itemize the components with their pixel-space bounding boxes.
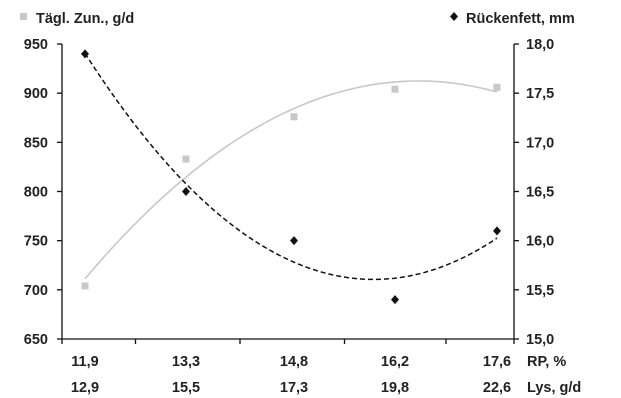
legend-label-daily-gain: Tägl. Zun., g/d bbox=[36, 11, 134, 27]
x-tick-label-lys: 19,8 bbox=[381, 380, 409, 396]
tick-labels: 650 700 750 800 850 900 950 15,0 15,5 16,0 16,5 17,… bbox=[24, 37, 554, 396]
right-tick-label: 15,5 bbox=[526, 283, 554, 299]
x-tick-label-rp: 14,8 bbox=[280, 354, 308, 370]
x-tick-label-lys: 17,3 bbox=[280, 380, 308, 396]
marker-backfat bbox=[182, 187, 190, 196]
right-tick-label: 16,0 bbox=[526, 234, 554, 250]
marker-backfat bbox=[391, 295, 399, 305]
marker-backfat bbox=[81, 49, 89, 59]
right-tick-label: 15,0 bbox=[526, 332, 554, 348]
left-tick-label: 700 bbox=[24, 283, 48, 299]
trendline-backfat bbox=[84, 52, 498, 281]
x-tick-label-rp: 11,9 bbox=[71, 354, 98, 370]
legend-marker-daily-gain bbox=[20, 13, 27, 20]
marker-backfat bbox=[493, 226, 501, 236]
x-tick-label-lys: 12,9 bbox=[71, 380, 99, 396]
left-tick-label: 900 bbox=[24, 86, 48, 102]
right-tick-label: 17,0 bbox=[526, 135, 554, 151]
marker-daily-gain bbox=[391, 85, 399, 93]
trendline-daily-gain bbox=[84, 80, 498, 280]
x-tick-label-lys: 15,5 bbox=[172, 380, 200, 396]
right-tick-label: 16,5 bbox=[526, 185, 554, 201]
left-tick-label: 950 bbox=[24, 37, 48, 53]
legend-label-backfat: Rückenfett, mm bbox=[466, 11, 575, 27]
data-markers bbox=[81, 49, 501, 305]
trendlines bbox=[84, 52, 498, 281]
left-tick-label: 800 bbox=[24, 185, 48, 201]
marker-backfat bbox=[290, 236, 298, 246]
marker-daily-gain bbox=[290, 113, 298, 121]
left-tick-label: 750 bbox=[24, 234, 48, 250]
legend: Tägl. Zun., g/d Rückenfett, mm bbox=[20, 11, 575, 27]
x-tick-label-rp: 13,3 bbox=[172, 354, 200, 370]
marker-daily-gain bbox=[182, 155, 190, 163]
legend-marker-backfat bbox=[450, 12, 458, 21]
x-row-title-rp: RP, % bbox=[527, 354, 566, 370]
x-tick-label-lys: 22,6 bbox=[483, 380, 511, 396]
x-tick-label-rp: 17,6 bbox=[483, 354, 511, 370]
marker-daily-gain bbox=[81, 282, 89, 290]
axes bbox=[61, 44, 515, 340]
x-row-title-lys: Lys, g/d bbox=[527, 380, 581, 396]
right-tick-label: 17,5 bbox=[526, 86, 554, 102]
x-row-titles: RP, % Lys, g/d bbox=[527, 354, 581, 396]
left-tick-label: 650 bbox=[24, 332, 48, 348]
left-tick-label: 850 bbox=[24, 135, 48, 151]
x-tick-label-rp: 16,2 bbox=[381, 354, 409, 370]
right-tick-label: 18,0 bbox=[526, 37, 554, 53]
tick-marks bbox=[57, 43, 519, 344]
marker-daily-gain bbox=[493, 83, 501, 91]
